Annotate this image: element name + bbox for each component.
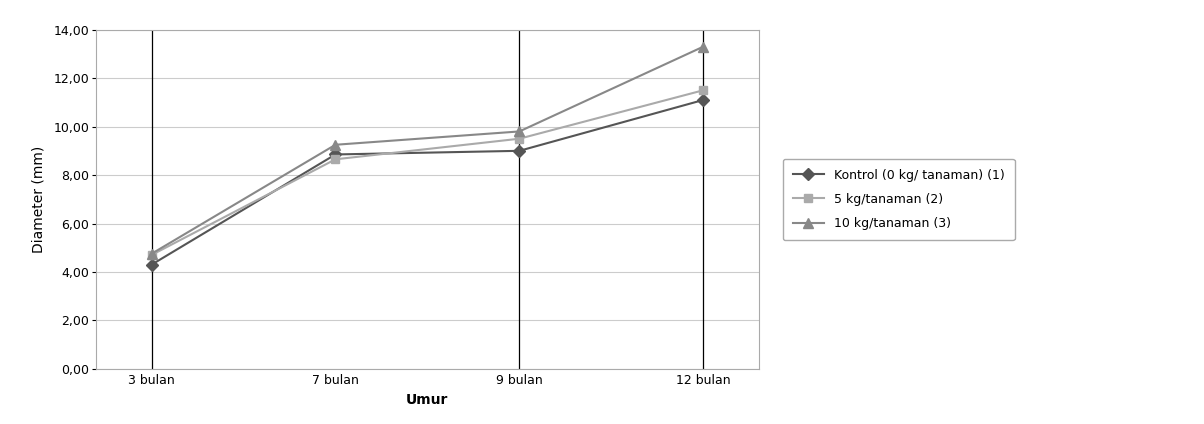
5 kg/tanaman (2) bbox=[696, 88, 710, 93]
5 kg/tanaman (2) bbox=[329, 157, 343, 162]
Y-axis label: Diameter (mm): Diameter (mm) bbox=[31, 146, 46, 253]
10 kg/tanaman (3) bbox=[696, 44, 710, 49]
Kontrol (0 kg/ tanaman) (1) bbox=[512, 148, 526, 153]
X-axis label: Umur: Umur bbox=[406, 393, 449, 407]
10 kg/tanaman (3) bbox=[144, 251, 159, 257]
Kontrol (0 kg/ tanaman) (1) bbox=[144, 262, 159, 267]
Line: 10 kg/tanaman (3): 10 kg/tanaman (3) bbox=[147, 42, 708, 259]
Line: 5 kg/tanaman (2): 5 kg/tanaman (2) bbox=[147, 86, 708, 259]
10 kg/tanaman (3) bbox=[329, 142, 343, 147]
Kontrol (0 kg/ tanaman) (1) bbox=[329, 152, 343, 157]
5 kg/tanaman (2) bbox=[512, 136, 526, 141]
Legend: Kontrol (0 kg/ tanaman) (1), 5 kg/tanaman (2), 10 kg/tanaman (3): Kontrol (0 kg/ tanaman) (1), 5 kg/tanama… bbox=[783, 159, 1015, 240]
5 kg/tanaman (2) bbox=[144, 252, 159, 257]
10 kg/tanaman (3) bbox=[512, 129, 526, 134]
Kontrol (0 kg/ tanaman) (1) bbox=[696, 98, 710, 103]
Line: Kontrol (0 kg/ tanaman) (1): Kontrol (0 kg/ tanaman) (1) bbox=[147, 96, 708, 269]
